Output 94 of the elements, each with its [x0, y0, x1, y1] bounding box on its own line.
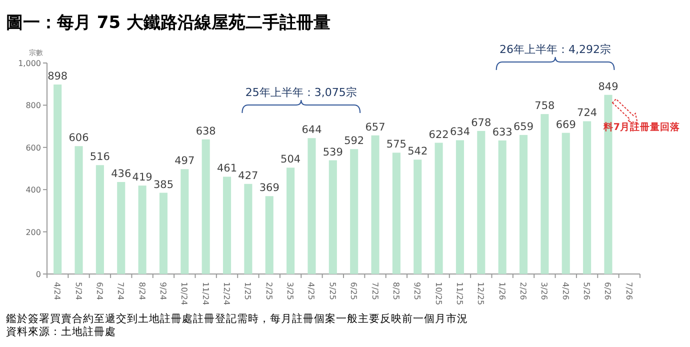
- bar: [477, 130, 486, 274]
- bar: [180, 169, 189, 274]
- text: 26年上半年：4,292宗: [500, 43, 612, 56]
- x-tick-label: 6/25: [349, 282, 358, 300]
- bar: [434, 142, 443, 274]
- x-tick-label: 9/24: [158, 282, 168, 300]
- y-tick-label: 0: [36, 270, 41, 279]
- bar: [498, 140, 506, 274]
- y-tick-label: 200: [26, 228, 41, 237]
- bar: [96, 165, 104, 274]
- bar: [54, 84, 62, 274]
- data-label: 461: [216, 162, 238, 175]
- data-label: 539: [322, 146, 343, 158]
- data-label: 427: [238, 170, 258, 182]
- x-tick-label: 2/25: [264, 282, 274, 300]
- bar: [414, 160, 422, 274]
- bar: [392, 152, 400, 274]
- x-tick-label: 5/25: [328, 282, 337, 300]
- x-tick-label: 2/26: [518, 282, 528, 300]
- x-tick-label: 1/26: [497, 282, 506, 300]
- x-tick-label: 6/26: [603, 282, 612, 300]
- x-tick-label: 4/25: [306, 282, 316, 300]
- x-tick-label: 10/25: [434, 282, 443, 306]
- data-label: 849: [598, 80, 618, 93]
- x-tick-label: 3/25: [286, 282, 295, 300]
- x-tick-label: 4/26: [560, 282, 570, 300]
- bar: [286, 168, 295, 274]
- data-label: 606: [68, 132, 90, 144]
- data-label: 678: [471, 116, 492, 129]
- x-tick-label: 10/24: [180, 282, 189, 306]
- x-tick-label: 1/25: [243, 282, 252, 300]
- x-tick-label: 5/26: [582, 282, 592, 300]
- text: 鑑於簽署買賣合約至遞交到土地註冊處註冊登記需時，每月註冊個案一般主要反映前一個月市況: [6, 312, 468, 325]
- data-label: 644: [302, 124, 322, 136]
- bar: [562, 132, 570, 274]
- bar: [308, 138, 316, 274]
- data-label: 657: [365, 121, 386, 134]
- bar: [583, 121, 592, 274]
- bar: [328, 160, 337, 274]
- bar: [202, 139, 210, 274]
- data-label: 436: [111, 168, 132, 180]
- annotation: 25年上半年：3,075宗: [245, 86, 357, 99]
- chart-title: 圖一：每月 75 大鐵路沿線屋苑二手註冊量: [6, 13, 330, 33]
- data-label: 638: [196, 125, 216, 138]
- data-label: 497: [174, 155, 195, 168]
- bar: [222, 176, 232, 274]
- y-tick-label: 800: [26, 101, 41, 110]
- x-tick-label: 6/24: [94, 282, 104, 300]
- data-label: 419: [132, 172, 152, 184]
- bar: [604, 94, 612, 274]
- y-tick-label: 600: [26, 143, 41, 152]
- x-tick-label: 7/25: [370, 282, 380, 300]
- y-tick-label: 400: [26, 186, 41, 195]
- data-label: 385: [153, 178, 174, 191]
- bar: [138, 186, 146, 274]
- bar: [371, 135, 380, 274]
- x-tick-label: 12/25: [476, 282, 486, 306]
- bar: [456, 140, 464, 274]
- data-label: 575: [386, 138, 406, 151]
- x-tick-label: 5/24: [74, 282, 83, 300]
- data-label: 592: [344, 135, 364, 148]
- x-tick-label: 12/24: [222, 282, 232, 306]
- bar: [540, 114, 549, 274]
- data-label: 633: [492, 126, 512, 138]
- data-label: 542: [408, 146, 428, 158]
- data-label: 369: [259, 182, 280, 194]
- x-tick-label: 9/25: [412, 282, 422, 300]
- bar: [244, 184, 252, 274]
- x-tick-label: 7/24: [116, 282, 126, 300]
- data-label: 758: [534, 100, 555, 112]
- bar: [159, 192, 168, 274]
- x-tick-label: 11/24: [200, 282, 210, 306]
- data-label: 898: [48, 70, 68, 83]
- bar: [350, 149, 358, 274]
- bar: [117, 182, 126, 274]
- data-label: 504: [280, 154, 301, 166]
- x-tick-label: 8/25: [391, 282, 400, 300]
- x-tick-label: 7/26: [624, 282, 634, 300]
- data-label: 634: [450, 126, 470, 138]
- x-tick-label: 8/24: [137, 282, 146, 300]
- x-tick-label: 4/24: [52, 282, 62, 300]
- data-label: 516: [90, 151, 110, 164]
- data-label: 669: [556, 118, 576, 131]
- annotation: 料7月註冊量回落: [602, 121, 682, 133]
- y-tick-label: 1,000: [18, 59, 41, 68]
- x-tick-label: 11/25: [454, 282, 464, 306]
- x-tick-label: 3/26: [540, 282, 549, 300]
- bar: [519, 134, 528, 274]
- source-note: 資料來源：土地註冊處: [6, 325, 116, 338]
- data-label: 659: [513, 120, 534, 133]
- data-label: 724: [577, 107, 598, 120]
- bar: [74, 146, 83, 274]
- data-label: 622: [428, 128, 449, 141]
- bar: [265, 196, 274, 274]
